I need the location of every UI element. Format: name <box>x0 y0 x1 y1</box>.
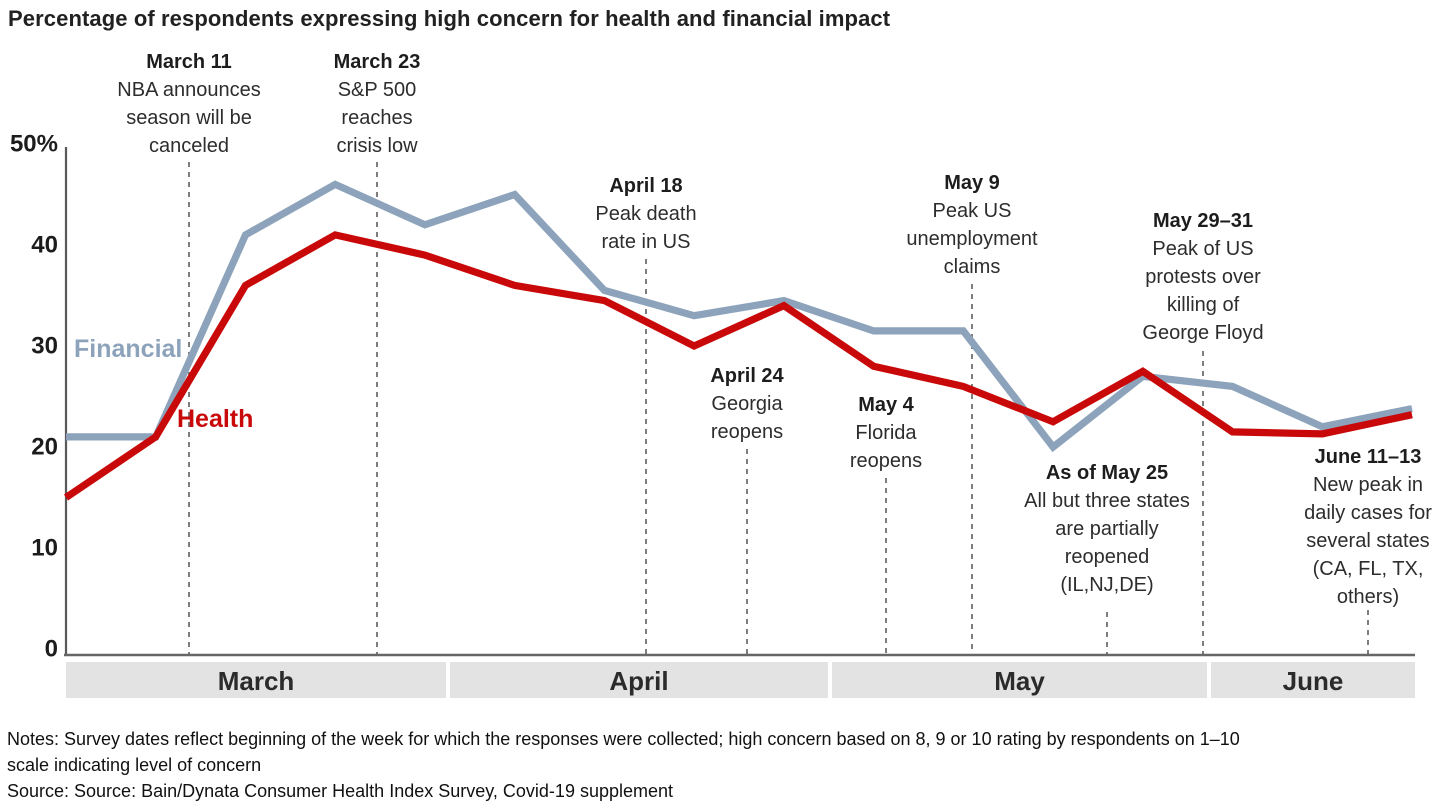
source-line: Source: Source: Bain/Dynata Consumer Hea… <box>7 781 674 801</box>
month-band-june <box>1211 662 1415 698</box>
month-label-april: April <box>609 666 668 696</box>
y-tick-label: 10 <box>31 535 58 562</box>
month-label-march: March <box>218 666 295 696</box>
page-title: Percentage of respondents expressing hig… <box>8 6 891 31</box>
health-line <box>63 231 1413 501</box>
month-band-may <box>832 662 1207 698</box>
notes-line: scale indicating level of concern <box>7 755 262 775</box>
y-tick-label: 50% <box>10 131 58 158</box>
notes-line: Notes: Survey dates reflect beginning of… <box>7 729 1240 749</box>
financial-line <box>66 180 1413 453</box>
notes-block: Notes: Survey dates reflect beginning of… <box>7 726 1240 804</box>
month-band-april <box>450 662 828 698</box>
y-tick-label: 20 <box>31 434 58 461</box>
series-label-health: Health <box>177 405 253 433</box>
y-tick-label: 40 <box>31 232 58 259</box>
series-label-financial: Financial <box>74 335 182 363</box>
y-tick-label: 0 <box>45 636 58 663</box>
y-tick-label: 30 <box>31 333 58 360</box>
month-label-june: June <box>1283 666 1344 696</box>
month-label-may: May <box>994 666 1045 696</box>
month-band-march <box>66 662 446 698</box>
